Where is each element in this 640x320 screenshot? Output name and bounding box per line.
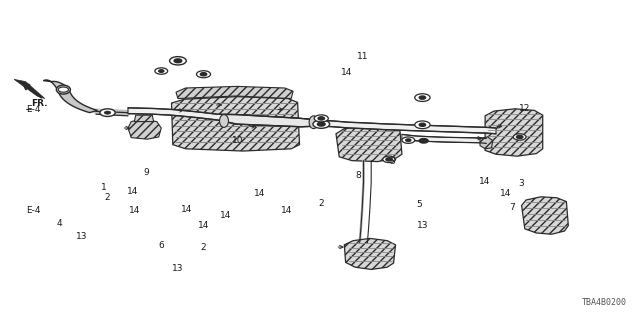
Text: 3: 3 [519, 180, 524, 188]
Text: 6: 6 [159, 241, 164, 250]
Circle shape [58, 87, 68, 92]
Circle shape [155, 68, 168, 74]
Ellipse shape [56, 85, 70, 94]
Text: E-4: E-4 [26, 206, 40, 215]
Polygon shape [344, 238, 396, 269]
Circle shape [104, 111, 111, 114]
Text: 13: 13 [172, 264, 184, 273]
Text: 13: 13 [417, 221, 428, 230]
Polygon shape [176, 86, 293, 99]
Text: 14: 14 [127, 188, 139, 196]
Circle shape [318, 117, 324, 120]
Polygon shape [14, 79, 45, 99]
Polygon shape [224, 114, 314, 127]
Text: 14: 14 [129, 206, 140, 215]
Text: 11: 11 [356, 52, 368, 61]
Polygon shape [480, 137, 493, 149]
Circle shape [419, 96, 426, 99]
Polygon shape [128, 108, 496, 134]
Polygon shape [134, 115, 154, 122]
Circle shape [386, 158, 392, 161]
Text: 5: 5 [417, 200, 422, 209]
Polygon shape [44, 80, 69, 90]
Ellipse shape [309, 116, 318, 129]
Text: 2: 2 [201, 244, 206, 252]
Circle shape [415, 121, 430, 129]
Circle shape [196, 71, 211, 78]
Circle shape [100, 109, 115, 116]
Text: 9: 9 [143, 168, 148, 177]
Circle shape [419, 123, 426, 126]
Circle shape [200, 73, 207, 76]
Circle shape [402, 137, 415, 143]
Text: 2: 2 [104, 193, 109, 202]
Circle shape [516, 135, 523, 139]
Circle shape [415, 94, 430, 101]
Text: 14: 14 [479, 177, 491, 186]
Text: 14: 14 [341, 68, 353, 77]
Text: 8: 8 [356, 171, 361, 180]
Polygon shape [485, 109, 543, 156]
Text: 10: 10 [232, 136, 244, 145]
Circle shape [383, 156, 396, 163]
Polygon shape [336, 125, 402, 162]
Circle shape [174, 59, 182, 63]
Text: TBA4B0200: TBA4B0200 [582, 298, 627, 307]
Circle shape [314, 115, 328, 122]
Text: 4: 4 [56, 220, 61, 228]
Polygon shape [172, 97, 300, 151]
Polygon shape [58, 90, 97, 113]
Text: FR.: FR. [31, 99, 48, 108]
Text: 12: 12 [519, 104, 531, 113]
Text: 1: 1 [101, 183, 106, 192]
Polygon shape [402, 134, 486, 143]
Polygon shape [522, 197, 568, 234]
Circle shape [513, 134, 526, 140]
Text: 2: 2 [319, 199, 324, 208]
Circle shape [159, 70, 164, 72]
Text: 14: 14 [281, 206, 292, 215]
Text: 14: 14 [181, 205, 193, 214]
Circle shape [170, 57, 186, 65]
Text: 14: 14 [198, 221, 209, 230]
Polygon shape [128, 119, 161, 139]
Ellipse shape [220, 115, 228, 127]
Text: 7: 7 [509, 203, 515, 212]
Text: 14: 14 [500, 189, 511, 198]
Text: 14: 14 [220, 211, 231, 220]
Text: 3: 3 [389, 157, 394, 166]
Circle shape [313, 120, 330, 128]
Circle shape [419, 139, 428, 143]
Text: E-4: E-4 [26, 105, 40, 114]
Circle shape [317, 122, 325, 126]
Text: 14: 14 [253, 189, 265, 198]
Text: 13: 13 [76, 232, 88, 241]
Circle shape [406, 139, 411, 141]
